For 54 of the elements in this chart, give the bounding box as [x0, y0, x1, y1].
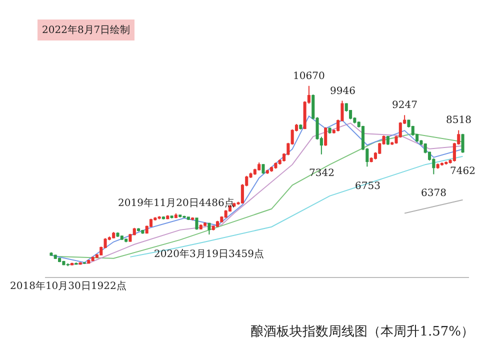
candlestick	[436, 163, 440, 170]
text: 2022年8月7日绘制	[42, 24, 130, 36]
candlestick	[91, 256, 94, 262]
candlestick	[299, 124, 302, 130]
candlestick	[195, 217, 198, 230]
annotation: 6753	[355, 181, 380, 192]
candlestick	[191, 216, 194, 221]
candlestick	[212, 225, 215, 231]
candlestick	[216, 220, 220, 228]
candlestick	[204, 222, 207, 227]
candlestick	[50, 252, 53, 256]
candlestick	[182, 215, 186, 218]
candlestick	[274, 162, 278, 170]
annotation: 10670	[293, 71, 325, 82]
candlestick	[141, 230, 144, 234]
candlestick	[116, 232, 120, 238]
annotation: 2018年10月30日1922点	[10, 280, 126, 292]
candlestick	[162, 216, 165, 220]
candlestick	[444, 160, 448, 166]
candlestick	[62, 260, 66, 266]
candlestick	[70, 262, 74, 266]
candlestick	[174, 212, 178, 218]
annotation: 6378	[421, 188, 446, 199]
candlestick	[178, 214, 182, 218]
candlestick	[328, 126, 332, 134]
candlestick	[124, 238, 128, 243]
annotation: 9946	[330, 86, 356, 97]
annotation: 8518	[446, 115, 472, 126]
text: 酿酒板块指数周线图（本周升1.57%）	[250, 324, 474, 340]
candlestick	[266, 169, 269, 174]
candlestick	[461, 133, 464, 154]
candlestick	[324, 126, 328, 146]
candlestick	[258, 162, 261, 172]
candlestick	[120, 235, 124, 241]
candlestick	[440, 162, 444, 166]
candlestick	[58, 257, 62, 263]
candlestick	[386, 135, 390, 146]
candlestick	[170, 215, 174, 219]
candlestick	[112, 232, 116, 239]
candlestick	[270, 166, 274, 172]
annotation: 9247	[392, 100, 418, 111]
candlestick	[74, 262, 78, 266]
candlestick	[158, 216, 161, 220]
candlestick	[262, 163, 265, 174]
candlestick	[166, 214, 170, 220]
candlestick	[199, 224, 202, 230]
annotation: 7462	[450, 166, 476, 177]
candlestick	[66, 262, 70, 267]
candlestick	[208, 222, 211, 235]
candlestick	[137, 228, 140, 232]
annotation: 2020年3月19日3459点	[154, 248, 264, 260]
annotation: 2019年11月20日4486点	[118, 197, 234, 209]
candlestick	[54, 254, 57, 260]
candlestick	[186, 216, 190, 221]
